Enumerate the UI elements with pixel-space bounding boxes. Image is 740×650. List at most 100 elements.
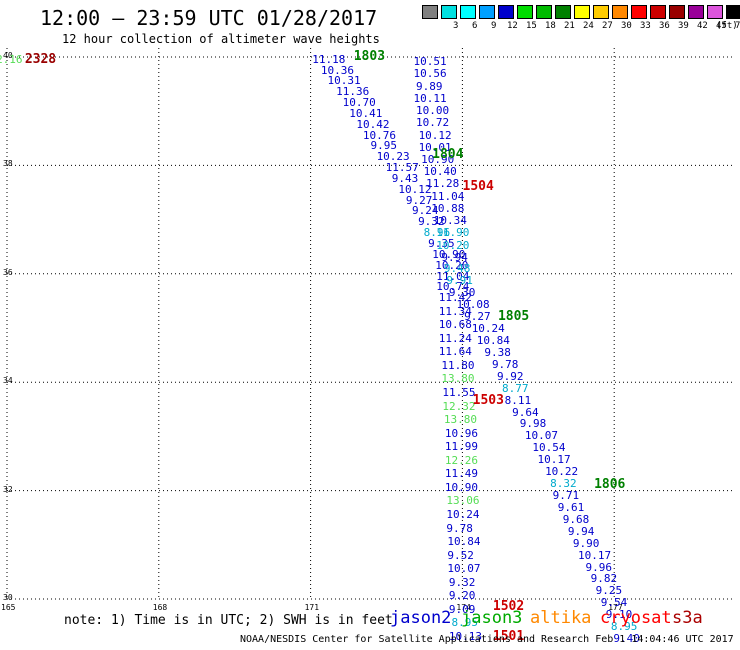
footer-note: note: 1) Time is in UTC; 2) SWH is in fe…: [64, 613, 393, 628]
legend-tick-label: 30: [621, 21, 632, 31]
wave-height-label: 9.48: [443, 262, 471, 276]
wave-height-label: 8.95: [610, 620, 638, 634]
wave-height-label: 10.40: [423, 164, 457, 178]
legend-tick-label: 33: [640, 21, 651, 31]
wave-height-label: 10.07: [524, 429, 558, 443]
lat-tick-label: 34: [3, 376, 13, 386]
wave-height-label: 11.57: [385, 161, 419, 175]
pass-cycle-label: 1804: [432, 146, 464, 162]
legend-swatch: [574, 5, 590, 19]
credit-line: NOAA/NESDIS Center for Satellite Applica…: [240, 634, 734, 645]
lat-tick-label: 38: [3, 159, 13, 169]
wave-height-label: 8.32: [550, 477, 577, 491]
legend-swatch: [612, 5, 628, 19]
legend-swatch: [726, 5, 740, 19]
pass-cycle-label: 1806: [594, 477, 626, 493]
wave-height-label: 11.36: [336, 85, 370, 99]
lat-tick-label: 32: [3, 484, 13, 494]
wave-height-label: 12.26: [444, 453, 478, 467]
wave-height-label: 11.18: [312, 52, 346, 66]
wave-height-label: 9.96: [585, 560, 613, 574]
legend-swatch: [422, 5, 438, 19]
wave-height-label: 9.38: [484, 345, 511, 359]
wave-height-label: 8.77: [502, 381, 529, 395]
legend-tick-label: 6: [472, 21, 478, 31]
wave-height-label: 11.80: [441, 358, 475, 372]
wave-height-label: 11.64: [438, 345, 472, 359]
legend-tick-label: 27: [602, 21, 613, 31]
wave-height-label: 10.23: [376, 150, 410, 164]
wave-height-label: 10.90: [421, 152, 455, 166]
wave-height-label: 9.64: [512, 405, 539, 419]
wave-height-label: 11.04: [436, 269, 470, 283]
lon-tick-label: 177: [608, 603, 623, 612]
pass-cycle-label: 1503: [472, 393, 504, 409]
wave-height-label: 9.24: [411, 204, 439, 218]
wave-height-label: 10.76: [362, 128, 397, 142]
lon-tick-label: 168: [152, 603, 168, 612]
legend-tick-label: 15: [526, 21, 537, 31]
wave-height-label: 9.27: [464, 310, 491, 324]
wave-height-label: 10.24: [446, 507, 480, 521]
legend-swatch: [669, 5, 685, 19]
wave-height-label: 11.49: [444, 467, 478, 481]
wave-height-label: 10.51: [413, 55, 447, 69]
wave-height-label: 11.99: [444, 440, 478, 454]
wave-height-label: 10.11: [413, 92, 447, 106]
wave-height-label: 9.89: [416, 79, 443, 93]
wave-height-label: 9.98: [519, 417, 547, 431]
wave-height-label: 10.90: [432, 247, 466, 261]
wave-height-label: 8.96: [423, 226, 451, 240]
wave-height-label: 11.90: [436, 226, 470, 240]
legend-altika: altika: [530, 608, 592, 628]
wave-height-label: 11.42: [438, 291, 472, 305]
wave-height-label: 10.12: [418, 128, 452, 142]
legend-jason3: jason3: [461, 608, 523, 628]
pass-cycle-label: 1803: [353, 49, 386, 64]
wave-height-label: 10.22: [545, 465, 579, 479]
wave-height-label: 9.92: [497, 369, 524, 383]
wave-height-label: 10.24: [471, 322, 505, 336]
wave-height-label: 9.71: [552, 489, 580, 503]
wave-height-label: 10.74: [436, 280, 470, 294]
legend-swatch: [517, 5, 533, 19]
wave-height-label: 9.82: [590, 572, 618, 586]
wave-height-label: 10.70: [342, 96, 376, 110]
lat-tick-label: 30: [3, 593, 13, 602]
lat-tick-label: 40: [3, 51, 13, 60]
wave-height-label: 9.30: [448, 286, 476, 300]
wave-height-label: 9.94: [441, 250, 468, 264]
wave-height-label: 9.78: [491, 357, 519, 371]
wave-height-label: 9.95: [370, 139, 398, 153]
wave-height-label: 10.20: [436, 238, 470, 252]
legend-jason2: jason2: [390, 608, 452, 628]
wave-height-label: 10.13: [448, 629, 483, 643]
legend-tick-label: 42: [697, 21, 708, 31]
wave-height-label: 9.40: [613, 632, 640, 646]
wave-height-label: 9.91: [446, 274, 473, 288]
wave-height-label: 9.43: [391, 171, 419, 185]
page-subtitle: 12 hour collection of altimeter wave hei…: [62, 32, 380, 46]
wave-height-label: 13.80: [443, 413, 477, 427]
wave-height-label: 10.12: [398, 182, 432, 196]
wave-height-label: 10.68: [438, 318, 472, 332]
legend-tick-label: 45: [716, 21, 727, 31]
wave-height-label: 10.31: [327, 74, 361, 88]
wave-height-label: 13.80: [441, 372, 475, 386]
wave-height-label: 9.25: [595, 584, 623, 598]
wave-height-label: 10.42: [356, 117, 390, 131]
lon-tick-label: 174: [456, 603, 471, 612]
wave-height-label: 10.54: [532, 441, 566, 455]
wave-height-label: 9.35: [428, 236, 455, 250]
pass-cycle-label: 1502: [492, 599, 525, 615]
wave-height-label: 9.27: [405, 193, 433, 207]
wave-height-label: 10.07: [447, 562, 481, 576]
wave-height-label: 10.84: [476, 334, 510, 347]
wave-height-label: 9.09: [448, 602, 476, 616]
pass-cycle-label: 2328: [24, 51, 57, 67]
legend-tick-label: 70: [735, 21, 740, 31]
wave-height-label: 10.36: [320, 63, 355, 77]
legend-swatch: [460, 5, 476, 19]
legend-swatch: [593, 5, 609, 19]
